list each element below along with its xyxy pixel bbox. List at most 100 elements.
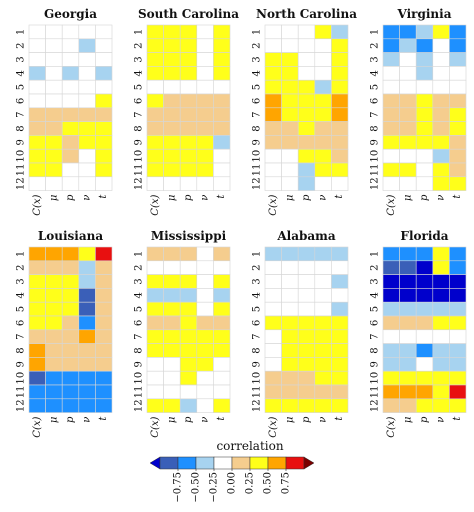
heatmap-cell (213, 315, 231, 331)
heatmap-cell (314, 79, 332, 95)
heatmap-cell (432, 329, 450, 344)
row-label: 10 (16, 372, 27, 385)
heatmap-cell (314, 315, 332, 331)
heatmap-cell (95, 315, 113, 331)
heatmap-cell (163, 107, 181, 122)
row-label: 3 (16, 278, 27, 284)
heatmap-cell (399, 274, 417, 289)
colorbar-title: correlation (216, 439, 283, 453)
heatmap-cell (78, 176, 96, 191)
heatmap-cell (213, 148, 231, 164)
heatmap-cell (95, 107, 113, 122)
heatmap-cell (264, 260, 282, 275)
heatmap-cell (264, 79, 282, 95)
heatmap-cell (61, 343, 80, 358)
heatmap-cell (45, 93, 63, 109)
heatmap-cell (297, 384, 316, 400)
heatmap-cell (146, 343, 164, 358)
heatmap-cell (449, 274, 467, 289)
row-label: 4 (252, 70, 263, 76)
heatmap-cell (179, 121, 198, 136)
row-label: 11 (370, 164, 381, 177)
heatmap-cell (95, 260, 113, 275)
colorbar-cells (149, 456, 315, 470)
heatmap-cell (45, 162, 63, 178)
heatmap-cell (213, 107, 231, 122)
row-label: 10 (134, 150, 145, 163)
heatmap-cell (314, 52, 332, 67)
heatmap-cell (297, 148, 316, 164)
heatmap-cell (28, 107, 46, 122)
heatmap-cell (382, 176, 400, 191)
panel-title: Virginia (397, 7, 452, 21)
column-label: ν (318, 195, 329, 201)
row-label: 1 (252, 29, 263, 35)
column-label: C(x) (268, 195, 279, 216)
heatmap-cell (45, 38, 63, 53)
row-label: 3 (134, 56, 145, 62)
heatmap-cell (146, 79, 164, 95)
heatmap-cell (314, 329, 332, 344)
heatmap-cell (61, 357, 80, 372)
heatmap-cell (45, 384, 63, 400)
heatmap-cell (264, 301, 282, 317)
heatmap-cell (382, 260, 400, 275)
heatmap-cell (146, 357, 164, 372)
row-label: 1 (134, 251, 145, 257)
heatmap-cell (432, 52, 450, 67)
heatmap-cell (78, 343, 96, 358)
heatmap-cell (196, 176, 214, 191)
row-label: 11 (252, 164, 263, 177)
heatmap-cell (415, 384, 434, 400)
heatmap-cell (146, 121, 164, 136)
heatmap-cell (78, 121, 96, 136)
heatmap-cell (449, 121, 467, 136)
heatmap-cell (146, 24, 164, 40)
row-label: 5 (134, 306, 145, 312)
heatmap-cell (78, 329, 96, 344)
heatmap-cell (213, 52, 231, 67)
heatmap-cell (432, 93, 450, 109)
row-label: 10 (16, 150, 27, 163)
heatmap-cell (179, 24, 198, 40)
heatmap-cell (382, 246, 400, 262)
column-label: ν (436, 417, 447, 423)
column-label: μ (284, 417, 295, 424)
heatmap-cell (331, 343, 349, 358)
heatmap-cell (281, 288, 299, 303)
heatmap-cell (95, 301, 113, 317)
heatmap-cell (314, 357, 332, 372)
heatmap-cell (213, 329, 231, 344)
row-label: 11 (134, 386, 145, 399)
heatmap-cell (281, 52, 299, 67)
heatmap-cell (297, 79, 316, 95)
heatmap-cell (28, 315, 46, 331)
heatmap-cell (264, 121, 282, 136)
heatmap-cell (399, 52, 417, 67)
heatmap-cell (213, 93, 231, 109)
heatmap-cell (163, 301, 181, 317)
heatmap-cell (382, 135, 400, 150)
row-label: 9 (370, 139, 381, 145)
column-label: C(x) (32, 195, 43, 216)
row-label: 1 (16, 251, 27, 257)
heatmap-cell (382, 288, 400, 303)
heatmap-cell (331, 107, 349, 122)
heatmap-cell (95, 135, 113, 150)
heatmap-cell (297, 121, 316, 136)
heatmap-cell (95, 38, 113, 53)
heatmap-cell (61, 274, 80, 289)
column-label: μ (402, 195, 413, 202)
heatmap-cell (399, 315, 417, 331)
heatmap-cell (146, 38, 164, 53)
heatmap-cell (179, 301, 198, 317)
row-label: 2 (16, 265, 27, 271)
heatmap-cell (61, 301, 80, 317)
heatmap-cell (196, 384, 214, 400)
heatmap-cell (297, 288, 316, 303)
heatmap-cell (432, 357, 450, 372)
heatmap-cell (28, 260, 46, 275)
heatmap-cell (432, 66, 450, 81)
heatmap-cell (415, 315, 434, 331)
panel-title: Alabama (276, 229, 336, 243)
